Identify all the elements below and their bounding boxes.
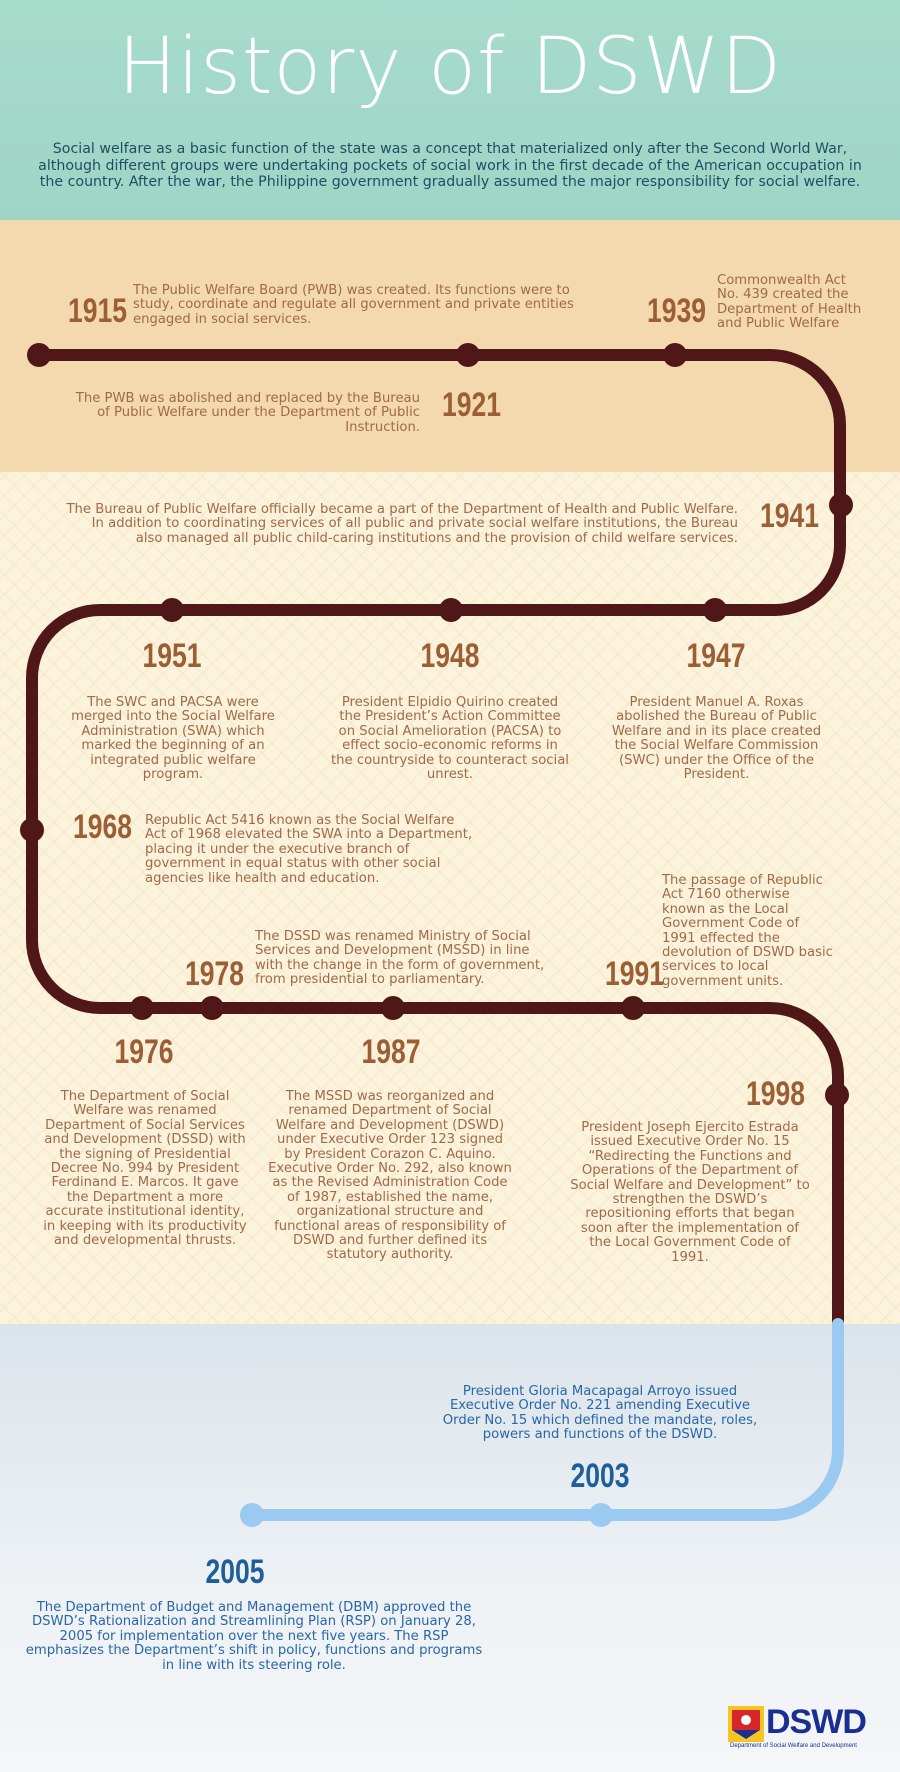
event-text-1991: The passage of Republic Act 7160 otherwi… xyxy=(662,873,833,989)
page-title: History of DSWD xyxy=(117,22,783,112)
bottom-band xyxy=(0,1324,900,1772)
event-text-1968: Republic Act 5416 known as the Social We… xyxy=(145,813,473,886)
timeline-dot-1948 xyxy=(439,598,463,622)
year-1921: 1921 xyxy=(442,386,501,424)
year-1939: 1939 xyxy=(647,292,706,330)
dswd-emblem-icon xyxy=(728,1706,764,1742)
year-1998: 1998 xyxy=(746,1075,805,1113)
timeline-dot-2003 xyxy=(589,1503,613,1527)
header-band xyxy=(0,0,900,220)
timeline-dot-1968 xyxy=(20,818,44,842)
timeline-dot-1941 xyxy=(829,493,853,517)
timeline-dot-1921 xyxy=(456,343,480,367)
year-1915: 1915 xyxy=(68,292,127,330)
year-1941: 1941 xyxy=(760,497,819,535)
timeline-dot-1939 xyxy=(663,343,687,367)
event-text-1947: President Manuel A. Roxas abolished the … xyxy=(611,695,822,783)
event-text-1987: The MSSD was reorganized and renamed Dep… xyxy=(268,1089,512,1263)
event-text-1915: The Public Welfare Board (PWB) was creat… xyxy=(133,283,574,327)
intro-text: Social welfare as a basic function of th… xyxy=(38,141,862,190)
event-text-1921: The PWB was abolished and replaced by th… xyxy=(75,391,420,435)
event-text-1978: The DSSD was renamed Ministry of Social … xyxy=(255,929,545,988)
year-2005: 2005 xyxy=(205,1553,265,1591)
year-1978: 1978 xyxy=(185,955,244,993)
event-text-1998: President Joseph Ejercito Estrada issued… xyxy=(570,1120,810,1265)
top-band xyxy=(0,220,900,472)
timeline-dot-1915 xyxy=(27,343,51,367)
year-1948: 1948 xyxy=(420,637,480,675)
event-text-1941: The Bureau of Public Welfare officially … xyxy=(66,502,739,546)
timeline-dot-1947 xyxy=(703,598,727,622)
timeline-dot-1978 xyxy=(200,996,224,1020)
event-text-1951: The SWC and PACSA were merged into the S… xyxy=(71,695,275,783)
timeline-line-brown xyxy=(26,349,846,1330)
timeline-dot-1991 xyxy=(621,996,645,1020)
timeline-dot-1987 xyxy=(381,996,405,1020)
logo-subtitle: Department of Social Welfare and Develop… xyxy=(730,1743,857,1749)
year-1976: 1976 xyxy=(114,1033,174,1071)
event-text-2005: The Department of Budget and Management … xyxy=(25,1600,483,1673)
year-1987: 1987 xyxy=(361,1033,421,1071)
year-1991: 1991 xyxy=(605,955,664,993)
event-text-1948: President Elpidio Quirino created the Pr… xyxy=(331,695,569,783)
year-1968: 1968 xyxy=(73,808,132,846)
dswd-logo: DSWD Department of Social Welfare and De… xyxy=(728,1703,878,1753)
year-1947: 1947 xyxy=(686,637,746,675)
timeline-dot-1976 xyxy=(130,996,154,1020)
timeline-line-blue xyxy=(246,1318,844,1521)
year-1951: 1951 xyxy=(142,637,202,675)
year-2003: 2003 xyxy=(570,1457,630,1495)
timeline-dot-1951 xyxy=(160,598,184,622)
event-text-1976: The Department of Social Welfare was ren… xyxy=(43,1089,247,1249)
timeline-dot-2005 xyxy=(240,1503,264,1527)
event-text-1939: Commonwealth Act No. 439 created the Dep… xyxy=(717,273,862,332)
logo-name: DSWD xyxy=(766,1703,867,1741)
timeline-dot-1998 xyxy=(825,1083,849,1107)
event-text-2003: President Gloria Macapagal Arroyo issued… xyxy=(442,1384,758,1443)
